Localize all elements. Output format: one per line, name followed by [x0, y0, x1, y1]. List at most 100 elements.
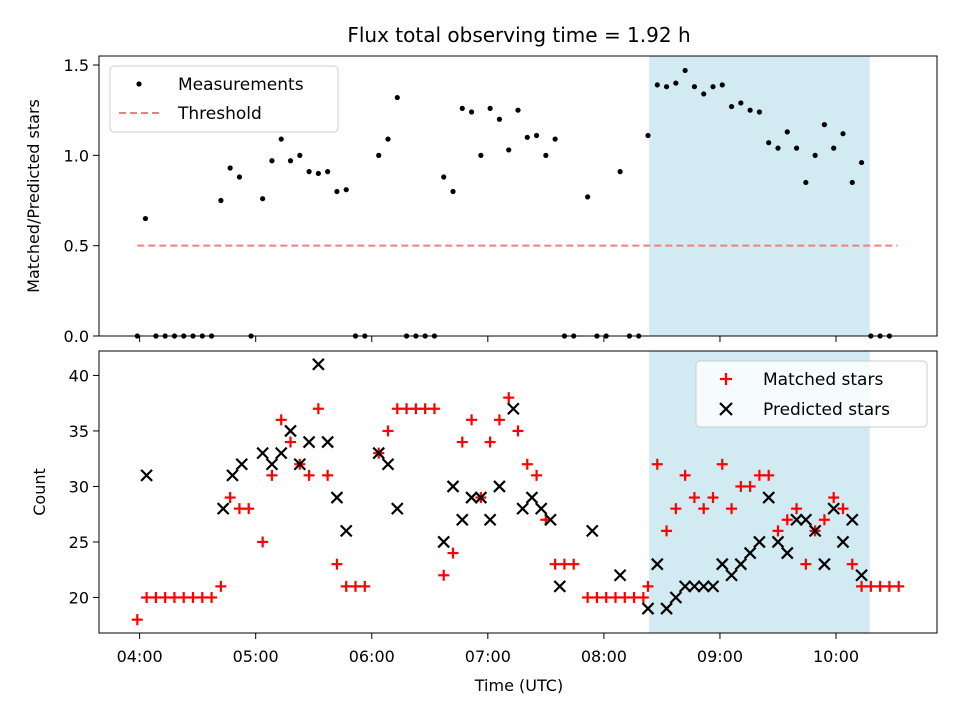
predicted-star-point	[483, 513, 497, 527]
bottom-y-axis: 20 25 30 35 40	[69, 366, 99, 607]
measurement-point	[515, 107, 521, 113]
measurement-point	[673, 80, 679, 86]
matched-star-point	[521, 458, 533, 470]
measurement-point	[552, 136, 558, 142]
measurement-point	[487, 105, 493, 111]
matched-star-point	[150, 591, 162, 603]
matched-star-point	[493, 414, 505, 426]
matched-star-point	[818, 514, 830, 526]
matched-star-point	[642, 580, 654, 592]
matched-star-point	[285, 436, 297, 448]
predicted-star-point	[256, 446, 269, 460]
matched-star-point	[131, 614, 143, 626]
predicted-star-point	[725, 568, 738, 582]
matched-star-point	[763, 469, 775, 481]
matched-star-point	[391, 403, 403, 415]
matched-star-point	[503, 392, 515, 404]
measurement-point	[269, 158, 275, 164]
measurement-point	[385, 136, 391, 142]
matched-star-point	[168, 591, 180, 603]
measurement-point	[306, 169, 312, 175]
matched-star-point	[266, 469, 278, 481]
measurement-point	[682, 67, 688, 74]
matched-star-point	[512, 425, 524, 437]
predicted-star-point	[818, 557, 831, 571]
bottom-y-axis-label: Count	[30, 468, 49, 516]
measurement-point	[315, 170, 321, 177]
predicted-star-point	[544, 513, 557, 527]
bottom-legend-box	[695, 360, 928, 428]
measurement-point	[441, 174, 447, 180]
measurement-point	[297, 152, 303, 158]
x-tick-label: 05:00	[233, 647, 279, 666]
predicted-star-point	[446, 480, 460, 493]
predicted-star-point	[669, 591, 683, 604]
bottom-legend: Matched stars Predicted stars	[695, 360, 928, 428]
measurement-point	[793, 145, 800, 151]
measurement-point	[840, 131, 846, 137]
measurement-point	[784, 129, 790, 135]
top-shaded-span	[649, 56, 870, 336]
top-legend: Measurements Threshold	[109, 65, 339, 133]
matched-star-point	[688, 492, 700, 504]
matched-star-point	[243, 503, 255, 515]
y-tick-label: 0.0	[64, 327, 89, 346]
measurement-point	[821, 122, 828, 128]
predicted-star-point	[302, 435, 316, 449]
measurement-point	[728, 103, 735, 110]
matched-star-point	[698, 503, 710, 515]
matched-star-point	[582, 591, 594, 603]
predicted-star-point	[715, 557, 729, 571]
top-y-axis: 0.0 0.5 1.0 1.5	[64, 56, 99, 346]
predicted-star-point	[753, 535, 766, 549]
measurement-point	[394, 94, 400, 101]
predicted-star-point	[586, 524, 599, 538]
predicted-star-point	[780, 546, 794, 560]
predicted-star-point	[808, 524, 822, 538]
measurement-point	[334, 188, 340, 195]
matched-star-point	[619, 591, 631, 603]
matched-stars-points	[131, 392, 905, 626]
matched-star-point	[447, 547, 459, 559]
measurement-point	[468, 109, 475, 115]
matched-star-point	[800, 558, 812, 570]
legend-matched-marker	[720, 373, 732, 385]
measurement-point	[459, 105, 465, 111]
measurement-point	[710, 84, 716, 90]
bottom-panel: 20 25 30 35 40 04:00 05:00 06:00 07:00 08:00 09:0…	[30, 350, 938, 695]
matched-star-point	[568, 558, 580, 570]
predicted-star-point	[836, 535, 850, 549]
matched-star-point	[670, 503, 682, 515]
measurement-points	[134, 67, 893, 339]
matched-star-point	[428, 403, 440, 415]
matched-star-point	[661, 525, 673, 537]
matched-star-point	[438, 569, 450, 581]
x-tick-label: 08:00	[581, 647, 627, 666]
matched-star-point	[224, 492, 236, 504]
matched-star-point	[628, 591, 640, 603]
measurement-point	[738, 100, 744, 106]
measurement-point	[645, 132, 651, 139]
predicted-star-point	[293, 457, 307, 471]
matched-star-point	[419, 403, 431, 415]
predicted-star-point	[799, 513, 813, 527]
predicted-star-point	[688, 580, 701, 593]
matched-star-point	[466, 414, 478, 426]
measurement-point	[543, 152, 549, 158]
predicted-star-point	[845, 513, 859, 527]
predicted-star-point	[216, 502, 230, 515]
predicted-star-point	[706, 580, 720, 593]
measurement-point	[478, 152, 484, 158]
bottom-x-axis: 04:00 05:00 06:00 07:00 08:00 09:00 10:00	[117, 633, 859, 666]
predicted-star-point	[339, 524, 353, 538]
top-y-axis-label: Matched/Predicted stars	[24, 99, 43, 293]
measurement-point	[775, 145, 781, 151]
measurement-point	[533, 132, 540, 139]
top-plot-frame	[98, 55, 938, 337]
chart-title: Flux total observing time = 1.92 h	[347, 23, 690, 47]
predicted-star-point	[235, 457, 249, 471]
top-legend-box	[109, 65, 339, 133]
measurement-point	[849, 179, 855, 186]
top-panel: 0.0 0.5 1.0 1.5 Matched/Predicted stars Mea…	[24, 55, 938, 346]
predicted-star-point	[493, 480, 506, 493]
